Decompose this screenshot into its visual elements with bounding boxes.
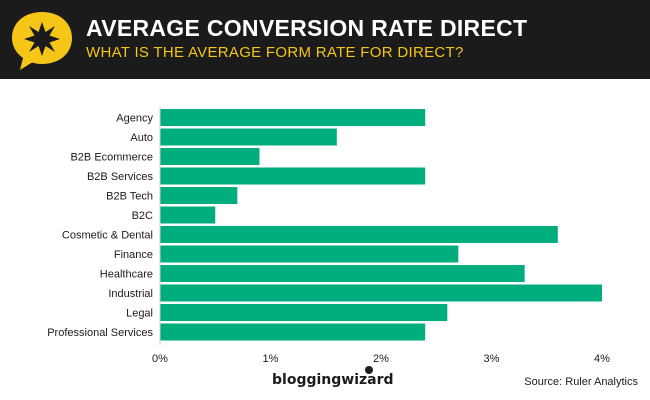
source-note: Source: Ruler Analytics <box>524 376 638 388</box>
bar-chart: Agency Auto B2B Ecommerce B2B Services B2B T… <box>47 107 610 365</box>
x-tick-label: 2% <box>373 353 389 365</box>
category-label: Legal <box>126 308 153 320</box>
x-tick-label: 3% <box>484 353 500 365</box>
bar-b2b-ecommerce <box>160 148 260 165</box>
star-speech-bubble-icon <box>12 12 72 70</box>
category-label: Finance <box>114 249 153 261</box>
bar-b2c <box>160 206 216 224</box>
bar-finance <box>160 245 459 263</box>
x-tick-label: 0% <box>152 353 168 365</box>
category-label: Healthcare <box>100 269 153 281</box>
bar-agency <box>160 109 426 126</box>
page-title: AVERAGE CONVERSION RATE DIRECT <box>86 15 528 41</box>
brand-logo: bloggingwizard <box>272 372 394 388</box>
category-label: Professional Services <box>47 327 153 339</box>
x-tick-label: 1% <box>263 353 279 365</box>
bar-auto <box>160 128 337 146</box>
category-label: Cosmetic & Dental <box>62 230 153 242</box>
x-tick-label: 4% <box>594 353 610 365</box>
category-label: B2B Tech <box>106 191 153 203</box>
bar-cosmetic-dental <box>160 226 558 243</box>
category-label: Industrial <box>108 288 153 300</box>
bar-industrial <box>160 284 602 302</box>
bar-legal <box>160 304 448 321</box>
bar-b2b-services <box>160 167 426 185</box>
category-label: B2B Ecommerce <box>70 152 153 164</box>
header-banner: AVERAGE CONVERSION RATE DIRECT WHAT IS T… <box>0 0 650 79</box>
bar-professional-services <box>160 323 426 341</box>
category-label: Agency <box>116 113 153 125</box>
category-label: Auto <box>130 132 153 144</box>
category-label: B2B Services <box>87 171 154 183</box>
brand-dot-icon <box>365 366 373 374</box>
bar-b2b-tech <box>160 187 238 204</box>
category-label: B2C <box>132 210 153 222</box>
bar-healthcare <box>160 265 525 282</box>
page-subtitle: WHAT IS THE AVERAGE FORM RATE FOR DIRECT… <box>86 44 464 61</box>
